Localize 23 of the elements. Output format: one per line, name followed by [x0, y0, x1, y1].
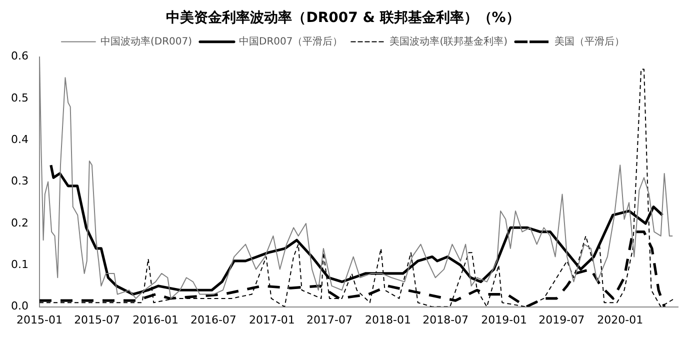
- x-tick-label: 2016-01: [132, 313, 179, 326]
- y-tick-label: 0.3: [10, 174, 28, 188]
- x-tick-label: 2019-07: [538, 313, 585, 326]
- y-tick-label: 0.6: [10, 50, 28, 63]
- x-tick-label: 2017-01: [248, 313, 295, 326]
- y-tick-label: 0.2: [10, 216, 28, 230]
- x-tick-label: 2018-01: [365, 313, 411, 326]
- x-tick-label: 2018-07: [422, 313, 469, 326]
- chart-title: 中美资金利率波动率（DR007 & 联邦基金利率）（%）: [166, 9, 520, 26]
- legend-label: 中国波动率(DR007): [100, 35, 192, 48]
- y-tick-label: 0.1: [10, 258, 28, 271]
- legend-label: 美国波动率(联邦基金利率): [390, 35, 508, 48]
- x-tick-label: 2016-07: [190, 313, 236, 326]
- legend-label: 中国DR007（平滑后）: [239, 35, 343, 48]
- y-tick-label: 0.4: [10, 132, 28, 146]
- y-tick-label: 0.0: [10, 300, 28, 313]
- x-tick-label: 2019-01: [481, 313, 528, 326]
- x-tick-label: 2015-07: [74, 313, 120, 326]
- x-tick-label: 2015-01: [16, 313, 62, 326]
- y-tick-label: 0.5: [10, 91, 28, 104]
- x-tick-label: 2017-07: [306, 313, 352, 326]
- x-tick-label: 2020-01: [597, 313, 644, 326]
- legend-label: 美国（平滑后）: [554, 35, 625, 48]
